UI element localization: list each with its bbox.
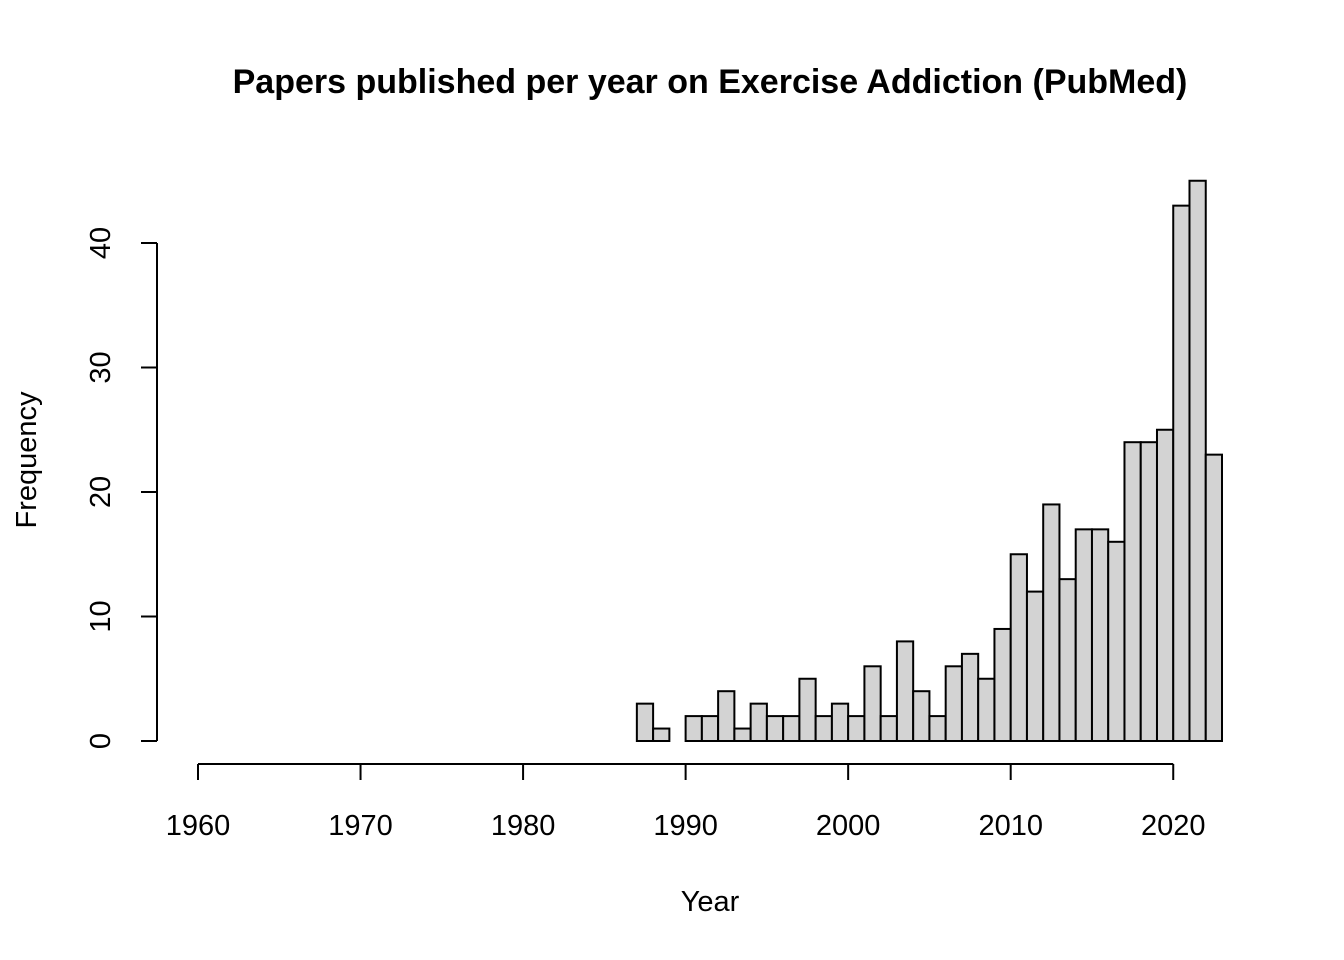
bar-2011: [1025, 590, 1045, 742]
x-axis-label: Year: [681, 886, 740, 918]
bar-1990: [684, 715, 703, 742]
bar-1995: [765, 715, 785, 742]
bar-2019: [1155, 428, 1175, 742]
bar-2017: [1123, 441, 1142, 742]
x-tick-label-1990: 1990: [653, 810, 718, 842]
y-tick-label-40: 40: [85, 227, 117, 259]
x-axis: 1960 1970 1980 1990 2000 2010 2020: [166, 763, 1206, 842]
bar-2015: [1090, 528, 1110, 742]
bar-2002: [879, 715, 898, 742]
bar-1997: [798, 677, 817, 742]
bar-2003: [895, 640, 915, 743]
x-tick-label-1960: 1960: [166, 810, 231, 842]
bar-1994: [749, 702, 768, 743]
bar-2013: [1058, 578, 1077, 743]
bar-1993: [733, 727, 752, 742]
bar-2022: [1204, 453, 1223, 742]
bar-1992: [717, 690, 736, 743]
bar-1998: [814, 715, 833, 742]
x-tick-label-1980: 1980: [491, 810, 556, 842]
bar-2010: [1009, 553, 1028, 742]
bar-2009: [993, 627, 1012, 743]
x-tick-label-2000: 2000: [816, 810, 881, 842]
y-axis-label: Frequency: [11, 391, 43, 529]
bar-1987: [635, 702, 655, 743]
bar-2006: [944, 665, 963, 742]
bar-2007: [960, 652, 980, 742]
bar-2014: [1074, 528, 1093, 742]
bar-2005: [928, 715, 947, 742]
x-tick-label-1970: 1970: [328, 810, 393, 842]
y-tick-label-20: 20: [85, 476, 117, 508]
bar-2000: [847, 715, 866, 742]
bar-1996: [782, 715, 801, 742]
y-tick-label-10: 10: [85, 600, 117, 632]
chart-title: Papers published per year on Exercise Ad…: [233, 63, 1188, 101]
bar-1991: [700, 715, 720, 742]
y-axis: 0 10 20 30 40: [85, 227, 158, 749]
bar-2004: [912, 690, 931, 743]
y-tick-label-0: 0: [85, 733, 117, 749]
bar-2008: [977, 677, 996, 742]
bars-group: [635, 179, 1223, 743]
bar-2016: [1107, 540, 1126, 742]
bar-1988: [652, 727, 671, 742]
y-tick-label-30: 30: [85, 351, 117, 383]
bar-2018: [1139, 441, 1158, 742]
x-tick-label-2020: 2020: [1141, 810, 1206, 842]
bar-1999: [830, 702, 850, 743]
bar-2021: [1188, 179, 1207, 742]
bar-2012: [1042, 503, 1061, 743]
bar-2001: [863, 665, 882, 742]
bar-2020: [1172, 204, 1191, 742]
x-tick-label-2010: 2010: [978, 810, 1043, 842]
